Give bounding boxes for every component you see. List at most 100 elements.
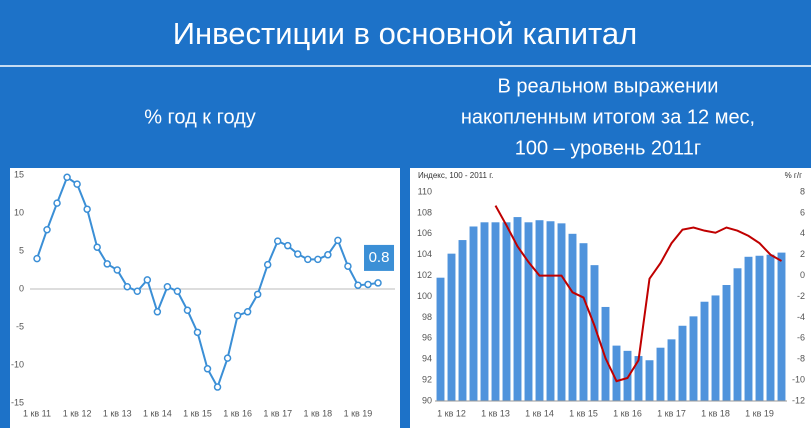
marker [273,237,282,245]
bar [645,360,654,401]
x-tick-label: 1 кв 16 [223,408,252,418]
y2-tick-label: 8 [800,186,805,196]
marker [53,199,61,207]
y-tick-label: 110 [418,186,432,196]
marker [173,287,182,296]
y-tick-label: 90 [422,395,432,405]
bar [678,325,687,401]
bar [513,217,522,401]
marker [143,276,152,284]
bar [722,285,731,401]
marker [253,290,262,299]
y-tick-label: 108 [417,207,432,217]
x-tick-label: 1 кв 17 [657,408,686,418]
x-tick-label: 1 кв 17 [263,408,292,418]
bar [755,255,764,401]
x-tick-label: 1 кв 14 [143,408,172,418]
y-tick-label: 92 [422,374,432,384]
y2-axis-label: % г/г [785,171,802,180]
y-tick-label: -15 [11,397,24,407]
bar [480,222,489,401]
y-tick-label: -5 [16,321,24,331]
y-tick-label: 94 [422,354,432,364]
y-tick-label: -10 [11,359,24,369]
marker [344,262,352,270]
marker [123,282,132,291]
y2-tick-label: 0 [800,270,805,280]
marker [183,306,192,315]
marker [103,260,111,268]
marker [153,308,162,316]
y-tick-label: 10 [14,207,24,217]
chart-title: В реальном выражении [498,75,719,97]
y2-tick-label: 6 [800,207,805,217]
marker [314,255,322,264]
bar [623,350,632,401]
bar [777,252,786,401]
chart-panel [10,168,400,428]
x-tick-label: 1 кв 18 [303,408,332,418]
marker [33,254,41,263]
marker [324,251,332,259]
marker [93,243,101,251]
bar [634,356,643,401]
y2-tick-label: -4 [797,312,805,322]
marker [334,236,342,245]
x-tick-label: 1 кв 14 [525,408,554,418]
x-tick-label: 1 кв 12 [63,408,92,418]
x-tick-label: 1 кв 15 [183,408,212,418]
marker [284,241,292,250]
bar [568,233,577,401]
bar [711,295,720,401]
marker [263,260,272,269]
data-label: 0.8 [369,249,390,266]
y-tick-label: 104 [417,249,432,259]
y-tick-label: 100 [417,291,432,301]
bar [557,223,566,401]
bar [733,268,742,401]
bar [546,221,555,401]
bar [458,240,467,401]
bar [744,256,753,401]
x-tick-label: 1 кв 15 [569,408,598,418]
bar [579,243,588,401]
line [494,205,782,383]
bar [667,339,676,401]
y2-tick-label: 2 [800,249,805,259]
x-tick-label: 1 кв 11 [23,408,51,418]
bar [766,254,775,401]
bar [491,222,500,401]
y-tick-label: 98 [422,312,432,322]
y-tick-label: 102 [417,270,432,280]
y-tick-label: 106 [417,228,432,238]
marker [63,173,71,182]
y-tick-label: 0 [19,283,24,293]
y2-tick-label: -10 [792,374,805,384]
bar [612,345,621,401]
chart-title: накопленным итогом за 12 мес, [461,106,755,128]
y-tick-label: 5 [19,245,24,255]
marker [203,365,212,373]
marker [133,287,142,296]
y2-tick-label: -6 [797,333,805,343]
marker [193,328,202,337]
slide-title: Инвестиции в основной капитал [173,16,638,51]
marker [233,311,242,320]
x-tick-label: 1 кв 16 [613,408,642,418]
y-tick-label: 15 [14,169,24,179]
marker [243,308,252,316]
x-tick-label: 1 кв 13 [103,408,132,418]
marker [113,266,121,274]
marker [213,383,222,391]
marker [354,281,362,289]
chart-title: 100 – уровень 2011г [515,137,701,159]
bar [469,226,478,401]
y2-tick-label: -2 [797,291,805,301]
data-label-box [364,244,395,271]
bar [502,222,511,401]
marker [163,282,172,291]
marker [223,354,232,362]
x-tick-label: 1 кв 12 [437,408,466,418]
y-tick-label: 96 [422,333,432,343]
